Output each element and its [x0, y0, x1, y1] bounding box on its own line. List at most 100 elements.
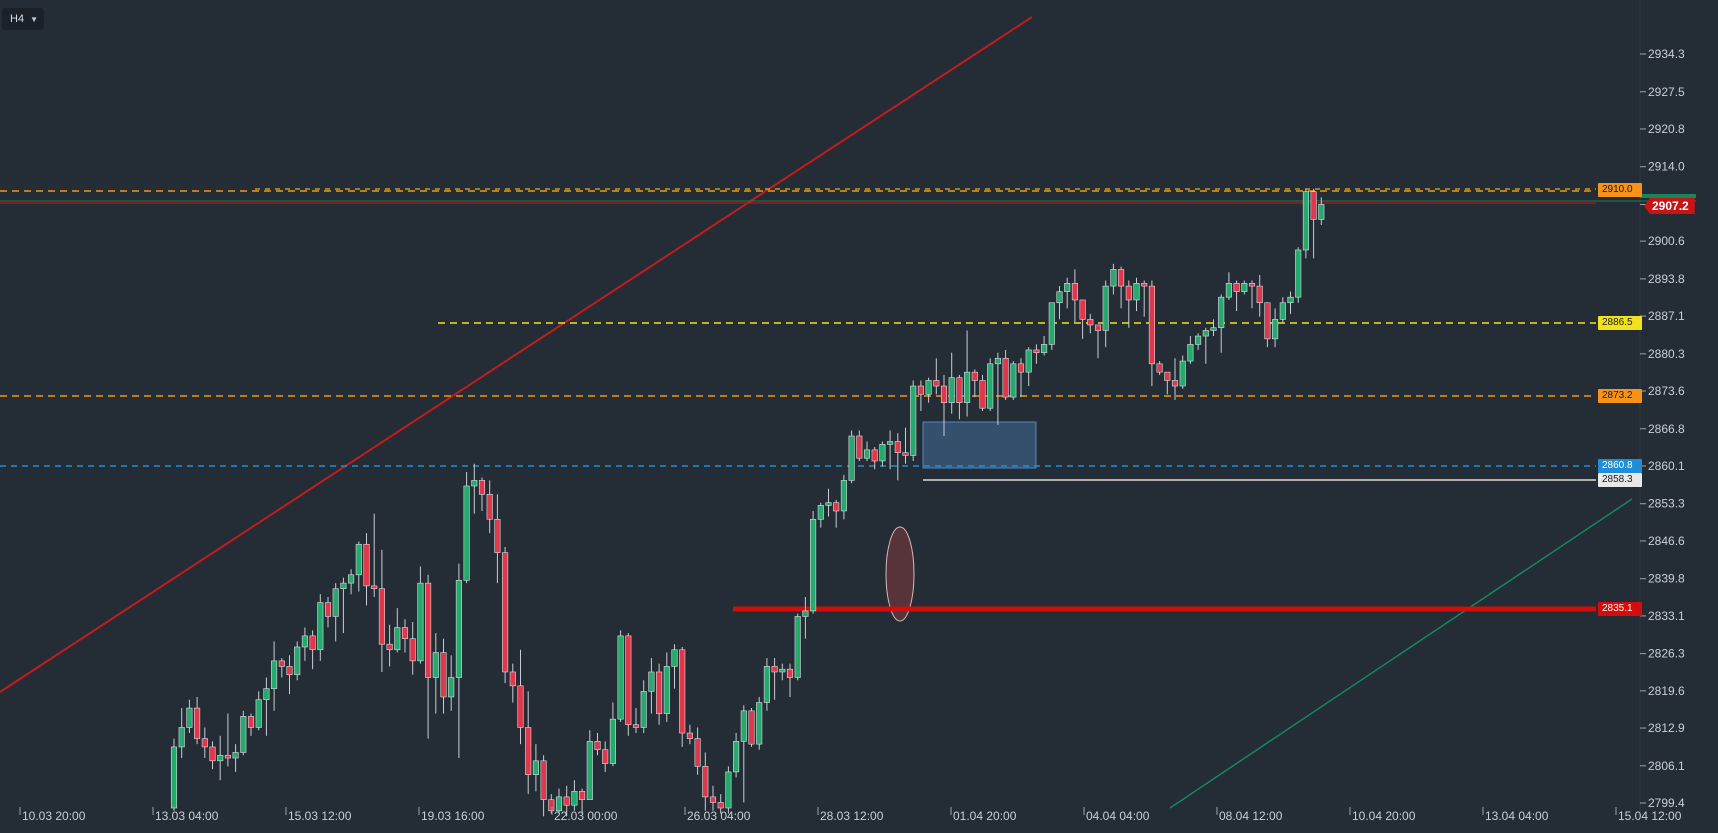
candle-up — [640, 691, 647, 728]
support-trendline[interactable] — [1169, 498, 1633, 809]
candle-down — [324, 602, 332, 617]
candle-down — [425, 582, 432, 678]
candle-up — [340, 582, 347, 589]
price-tick-label: 2833.1 — [1648, 609, 1685, 623]
candle-down — [679, 649, 686, 734]
candle-up — [1302, 191, 1309, 251]
candle-down — [386, 643, 393, 651]
candle-up — [779, 668, 786, 673]
time-tick-label: 13.03 04:00 — [155, 809, 219, 823]
candle-up — [255, 699, 262, 728]
candle-down — [894, 441, 901, 453]
candle-down — [1264, 302, 1271, 340]
candle-up — [609, 718, 616, 764]
candle-up — [848, 435, 855, 481]
highlight-ellipse[interactable] — [885, 526, 915, 622]
candle-down — [363, 543, 370, 587]
candle-down — [709, 796, 717, 803]
candle-down — [409, 638, 416, 662]
chevron-down-icon: ▼ — [30, 14, 38, 24]
candle-up — [332, 588, 339, 617]
candle-up — [1202, 330, 1209, 337]
candle-up — [802, 610, 809, 617]
candle-down — [1002, 357, 1009, 398]
price-label-2858: 2858.3 — [1598, 473, 1642, 487]
price-tick-label: 2880.3 — [1648, 347, 1685, 361]
candle-up — [756, 702, 763, 745]
candle-down — [1171, 380, 1179, 387]
candle-down — [602, 749, 609, 764]
candle-up — [1064, 283, 1071, 292]
candle-up — [417, 582, 424, 662]
consolidation-zone-rect[interactable] — [922, 421, 1037, 469]
time-tick-label: 26.03 04:00 — [687, 809, 751, 823]
candle-up — [1195, 335, 1202, 345]
candle-down — [579, 791, 586, 800]
candle-down — [1248, 283, 1256, 287]
candle-down — [1164, 371, 1171, 381]
candle-down — [494, 518, 501, 553]
candle-down — [309, 635, 316, 651]
candle-down — [1233, 283, 1240, 292]
candle-up — [1102, 285, 1109, 331]
price-tick-label: 2866.8 — [1648, 422, 1685, 436]
candle-up — [994, 357, 1001, 365]
price-tick-label: 2853.3 — [1648, 497, 1685, 511]
price-tick-label: 2839.8 — [1648, 572, 1685, 586]
time-tick-label: 13.04 04:00 — [1485, 809, 1549, 823]
candle-up — [648, 671, 655, 692]
candle-down — [1125, 285, 1132, 301]
candle-up — [1133, 283, 1140, 301]
candle-down — [1033, 349, 1040, 354]
candle-up — [263, 688, 270, 701]
time-tick-label: 10.04 20:00 — [1352, 809, 1416, 823]
price-axis[interactable]: 2934.32927.52920.82914.02907.22900.62893… — [1640, 47, 1685, 810]
candle-down — [1118, 269, 1125, 287]
candle-up — [740, 710, 747, 742]
candle-up — [733, 741, 740, 773]
candle-up — [317, 602, 324, 651]
candle-up — [887, 441, 894, 445]
candle-down — [502, 552, 509, 673]
candle-up — [586, 741, 593, 800]
candle-down — [278, 660, 285, 667]
price-tick-label: 2934.3 — [1648, 47, 1685, 61]
candle-up — [1048, 302, 1055, 345]
price-tick-label: 2846.6 — [1648, 534, 1685, 548]
price-tick-label: 2893.8 — [1648, 272, 1685, 286]
candle-up — [671, 649, 678, 667]
candle-up — [810, 518, 817, 612]
candle-up — [571, 791, 578, 806]
candle-down — [548, 799, 555, 812]
candle-down — [1141, 283, 1148, 287]
candle-up — [348, 574, 355, 584]
candle-up — [448, 677, 455, 698]
candle-down — [656, 671, 663, 714]
candle-up — [186, 707, 193, 728]
price-tick-label: 2920.8 — [1648, 122, 1685, 136]
candle-down — [1071, 283, 1078, 301]
candle-up — [948, 377, 955, 403]
candle-down — [486, 493, 493, 520]
candle-up — [879, 444, 886, 462]
candle-up — [964, 371, 971, 403]
candle-up — [1056, 291, 1063, 304]
candle-up — [987, 363, 994, 409]
candle-down — [1017, 363, 1025, 373]
candle-up — [217, 754, 224, 762]
price-tick-label: 2860.1 — [1648, 459, 1685, 473]
candle-up — [471, 480, 478, 487]
time-axis[interactable]: 10.03 20:00 13.03 04:00 15.03 12:00 19.03 1… — [19, 807, 1682, 823]
candle-up — [355, 543, 362, 576]
resistance-trendline[interactable] — [0, 16, 1033, 693]
candle-up — [925, 380, 932, 395]
candle-up — [432, 652, 439, 678]
timeframe-selector[interactable]: H4 ▼ — [2, 8, 44, 30]
candle-down — [247, 716, 255, 728]
price-label-2873: 2873.2 — [1598, 389, 1642, 403]
price-tick-label: 2914.0 — [1648, 160, 1685, 174]
candle-up — [910, 385, 917, 456]
candle-up — [1110, 269, 1117, 287]
candle-down — [478, 480, 486, 495]
